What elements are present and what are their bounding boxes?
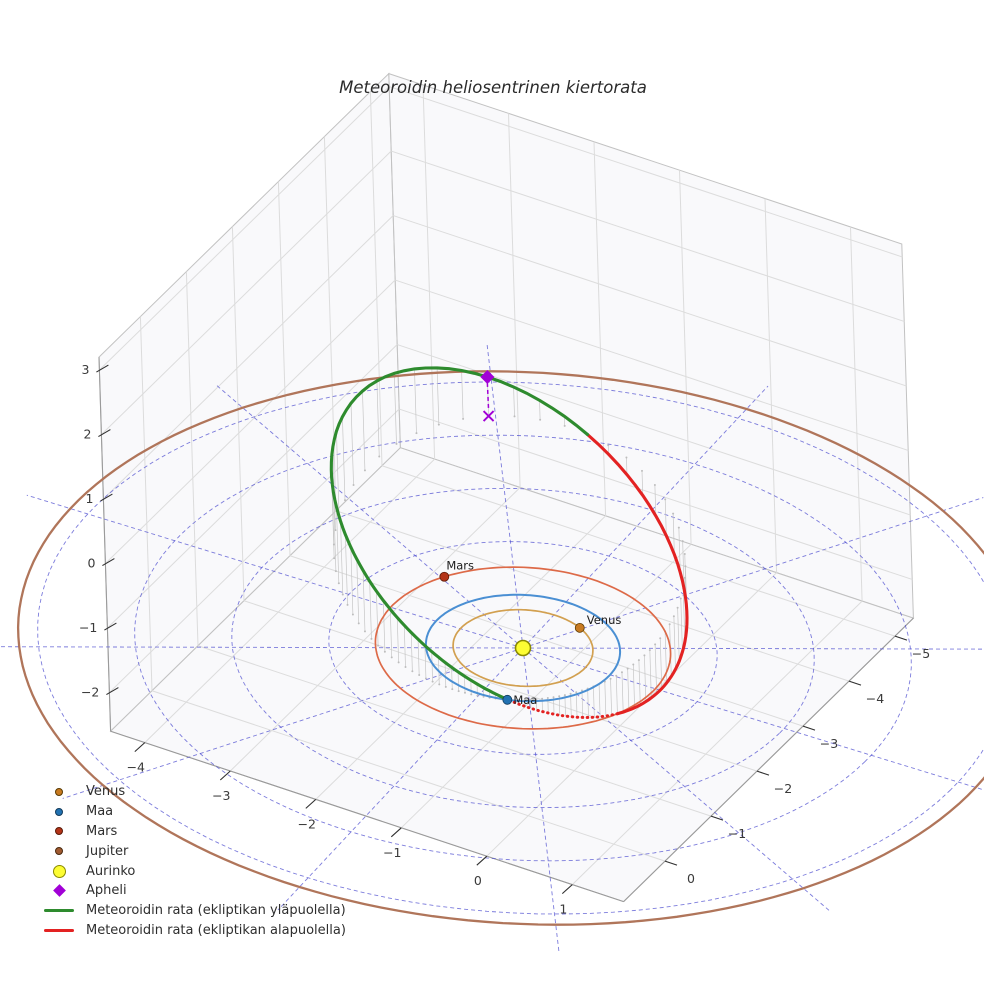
x-tick-label: −4: [127, 760, 145, 775]
z-tick-label: 0: [87, 556, 95, 571]
meteoroid-orbit: [329, 366, 689, 720]
legend-label: Meteoroidin rata (ekliptikan alapuolella…: [86, 922, 346, 938]
aphelion-diamond-icon: [480, 369, 495, 384]
legend-item-0: Venus: [36, 782, 346, 802]
planet-label-venus: Venus: [587, 613, 622, 627]
legend-label: Maa: [86, 804, 114, 820]
z-tick-label: 3: [81, 362, 89, 377]
z-tick-label: −2: [81, 685, 99, 700]
z-tick-label: −1: [79, 620, 97, 635]
legend-marker-box: [36, 787, 82, 796]
venus-marker-icon: [55, 787, 63, 796]
x-tick-label: −1: [383, 845, 401, 860]
legend-marker-box: [36, 847, 82, 856]
orbit-line-icon: [44, 928, 74, 932]
legend-item-4: Aurinko: [36, 861, 346, 881]
y-tick-label: −3: [820, 736, 838, 751]
legend-item-6: Meteoroidin rata (ekliptikan yläpuolella…: [36, 901, 346, 921]
x-tick-label: 0: [474, 873, 482, 888]
polar-spoke: [62, 647, 524, 799]
planet-marker-maa: [502, 694, 513, 705]
z-tick-label: 1: [85, 491, 93, 506]
planet-marker-mars: [439, 571, 450, 582]
meteoroid-path-above: [329, 366, 590, 702]
meteoroid-path-below-dotted: [505, 698, 619, 720]
bodies: Venus Maa Mars: [439, 559, 622, 707]
planet-marker-venus: [574, 622, 585, 633]
planet-label-mars: Mars: [446, 559, 474, 573]
legend-marker-box: [36, 909, 82, 913]
polar-spoke: [522, 497, 984, 649]
legend-marker-box: [36, 884, 82, 898]
polar-spoke: [522, 647, 984, 791]
legend-item-3: Jupiter: [36, 841, 346, 861]
axis-panes: [98, 72, 915, 903]
x-tick-label: −3: [212, 788, 230, 803]
meteoroid-path-below: [585, 432, 689, 716]
legend-marker-box: [36, 864, 82, 878]
legend-label: Jupiter: [86, 843, 129, 859]
polar-spoke: [522, 647, 831, 912]
sun-marker: [514, 639, 532, 657]
axis-spines: [98, 357, 914, 903]
polar-spoke: [522, 647, 560, 952]
orbit-mars: [374, 566, 672, 730]
legend-label: Venus: [86, 784, 126, 800]
plot-title: Meteoroidin heliosentrinen kiertorata: [339, 78, 647, 97]
aphelion-drop-line: [486, 382, 490, 411]
legend-label: Meteoroidin rata (ekliptikan yläpuolella…: [86, 903, 346, 919]
aurinko-marker-icon: [52, 864, 66, 878]
aphelion-marker: [480, 369, 495, 422]
legend-item-1: Maa: [36, 802, 346, 822]
legend-label: Apheli: [86, 883, 127, 899]
mars-marker-icon: [55, 827, 63, 836]
polar-spoke: [522, 647, 984, 650]
maa-marker-icon: [55, 807, 63, 816]
y-tick-label: 0: [687, 871, 695, 886]
x-tick-label: −2: [298, 816, 316, 831]
polar-spoke: [215, 384, 524, 649]
axis-grid: [99, 84, 913, 885]
legend: Venus Maa Mars Jupiter Aurinko Apheli Meteoroi…: [36, 782, 346, 940]
legend-label: Aurinko: [86, 863, 136, 879]
legend-item-7: Meteoroidin rata (ekliptikan alapuolella…: [36, 921, 346, 941]
axis-ticks: −4 −3 −2 −1 0 1 −5 −4 −3 −2 −1 0 −2 −1 0 1 2 3: [79, 362, 930, 917]
jupiter-marker-icon: [55, 847, 63, 856]
polar-spoke: [486, 344, 524, 649]
orbit-maa: [424, 593, 622, 703]
legend-marker-box: [36, 807, 82, 816]
y-tick-label: −4: [866, 691, 884, 706]
y-tick-label: −5: [912, 646, 930, 661]
z-tick-label: 2: [83, 427, 91, 442]
orbit-line-icon: [44, 909, 74, 913]
legend-item-2: Mars: [36, 822, 346, 842]
aphelion-projection-x-icon: [482, 410, 495, 422]
y-tick-label: −1: [728, 826, 746, 841]
legend-item-5: Apheli: [36, 881, 346, 901]
orbit-jupiter: [16, 370, 984, 926]
polar-spoke: [277, 647, 524, 911]
legend-marker-box: [36, 928, 82, 932]
legend-marker-box: [36, 827, 82, 836]
polar-spoke: [0, 646, 524, 649]
polar-spoke: [522, 385, 769, 649]
planet-label-maa: Maa: [513, 693, 537, 707]
x-tick-label: 1: [559, 902, 567, 917]
aphelion-diamond-icon: [52, 884, 66, 898]
polar-spoke: [26, 494, 524, 649]
y-tick-label: −2: [774, 781, 792, 796]
legend-label: Mars: [86, 823, 118, 839]
